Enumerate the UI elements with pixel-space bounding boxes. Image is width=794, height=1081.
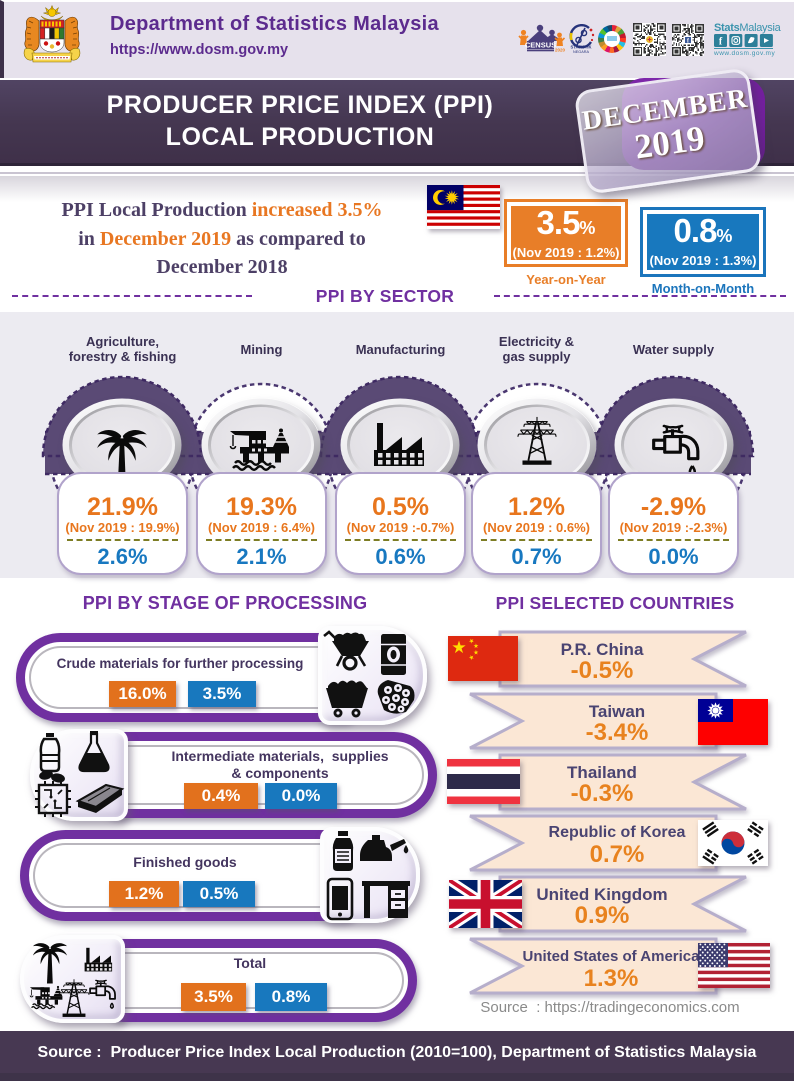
- svg-text:2020: 2020: [555, 48, 565, 53]
- svg-text:NEGARA: NEGARA: [573, 50, 590, 54]
- svg-text:CENSUS: CENSUS: [525, 41, 556, 50]
- svg-text:f: f: [719, 37, 723, 48]
- svg-text:STATISTIK: STATISTIK: [570, 45, 591, 50]
- svg-text:f: f: [687, 39, 689, 45]
